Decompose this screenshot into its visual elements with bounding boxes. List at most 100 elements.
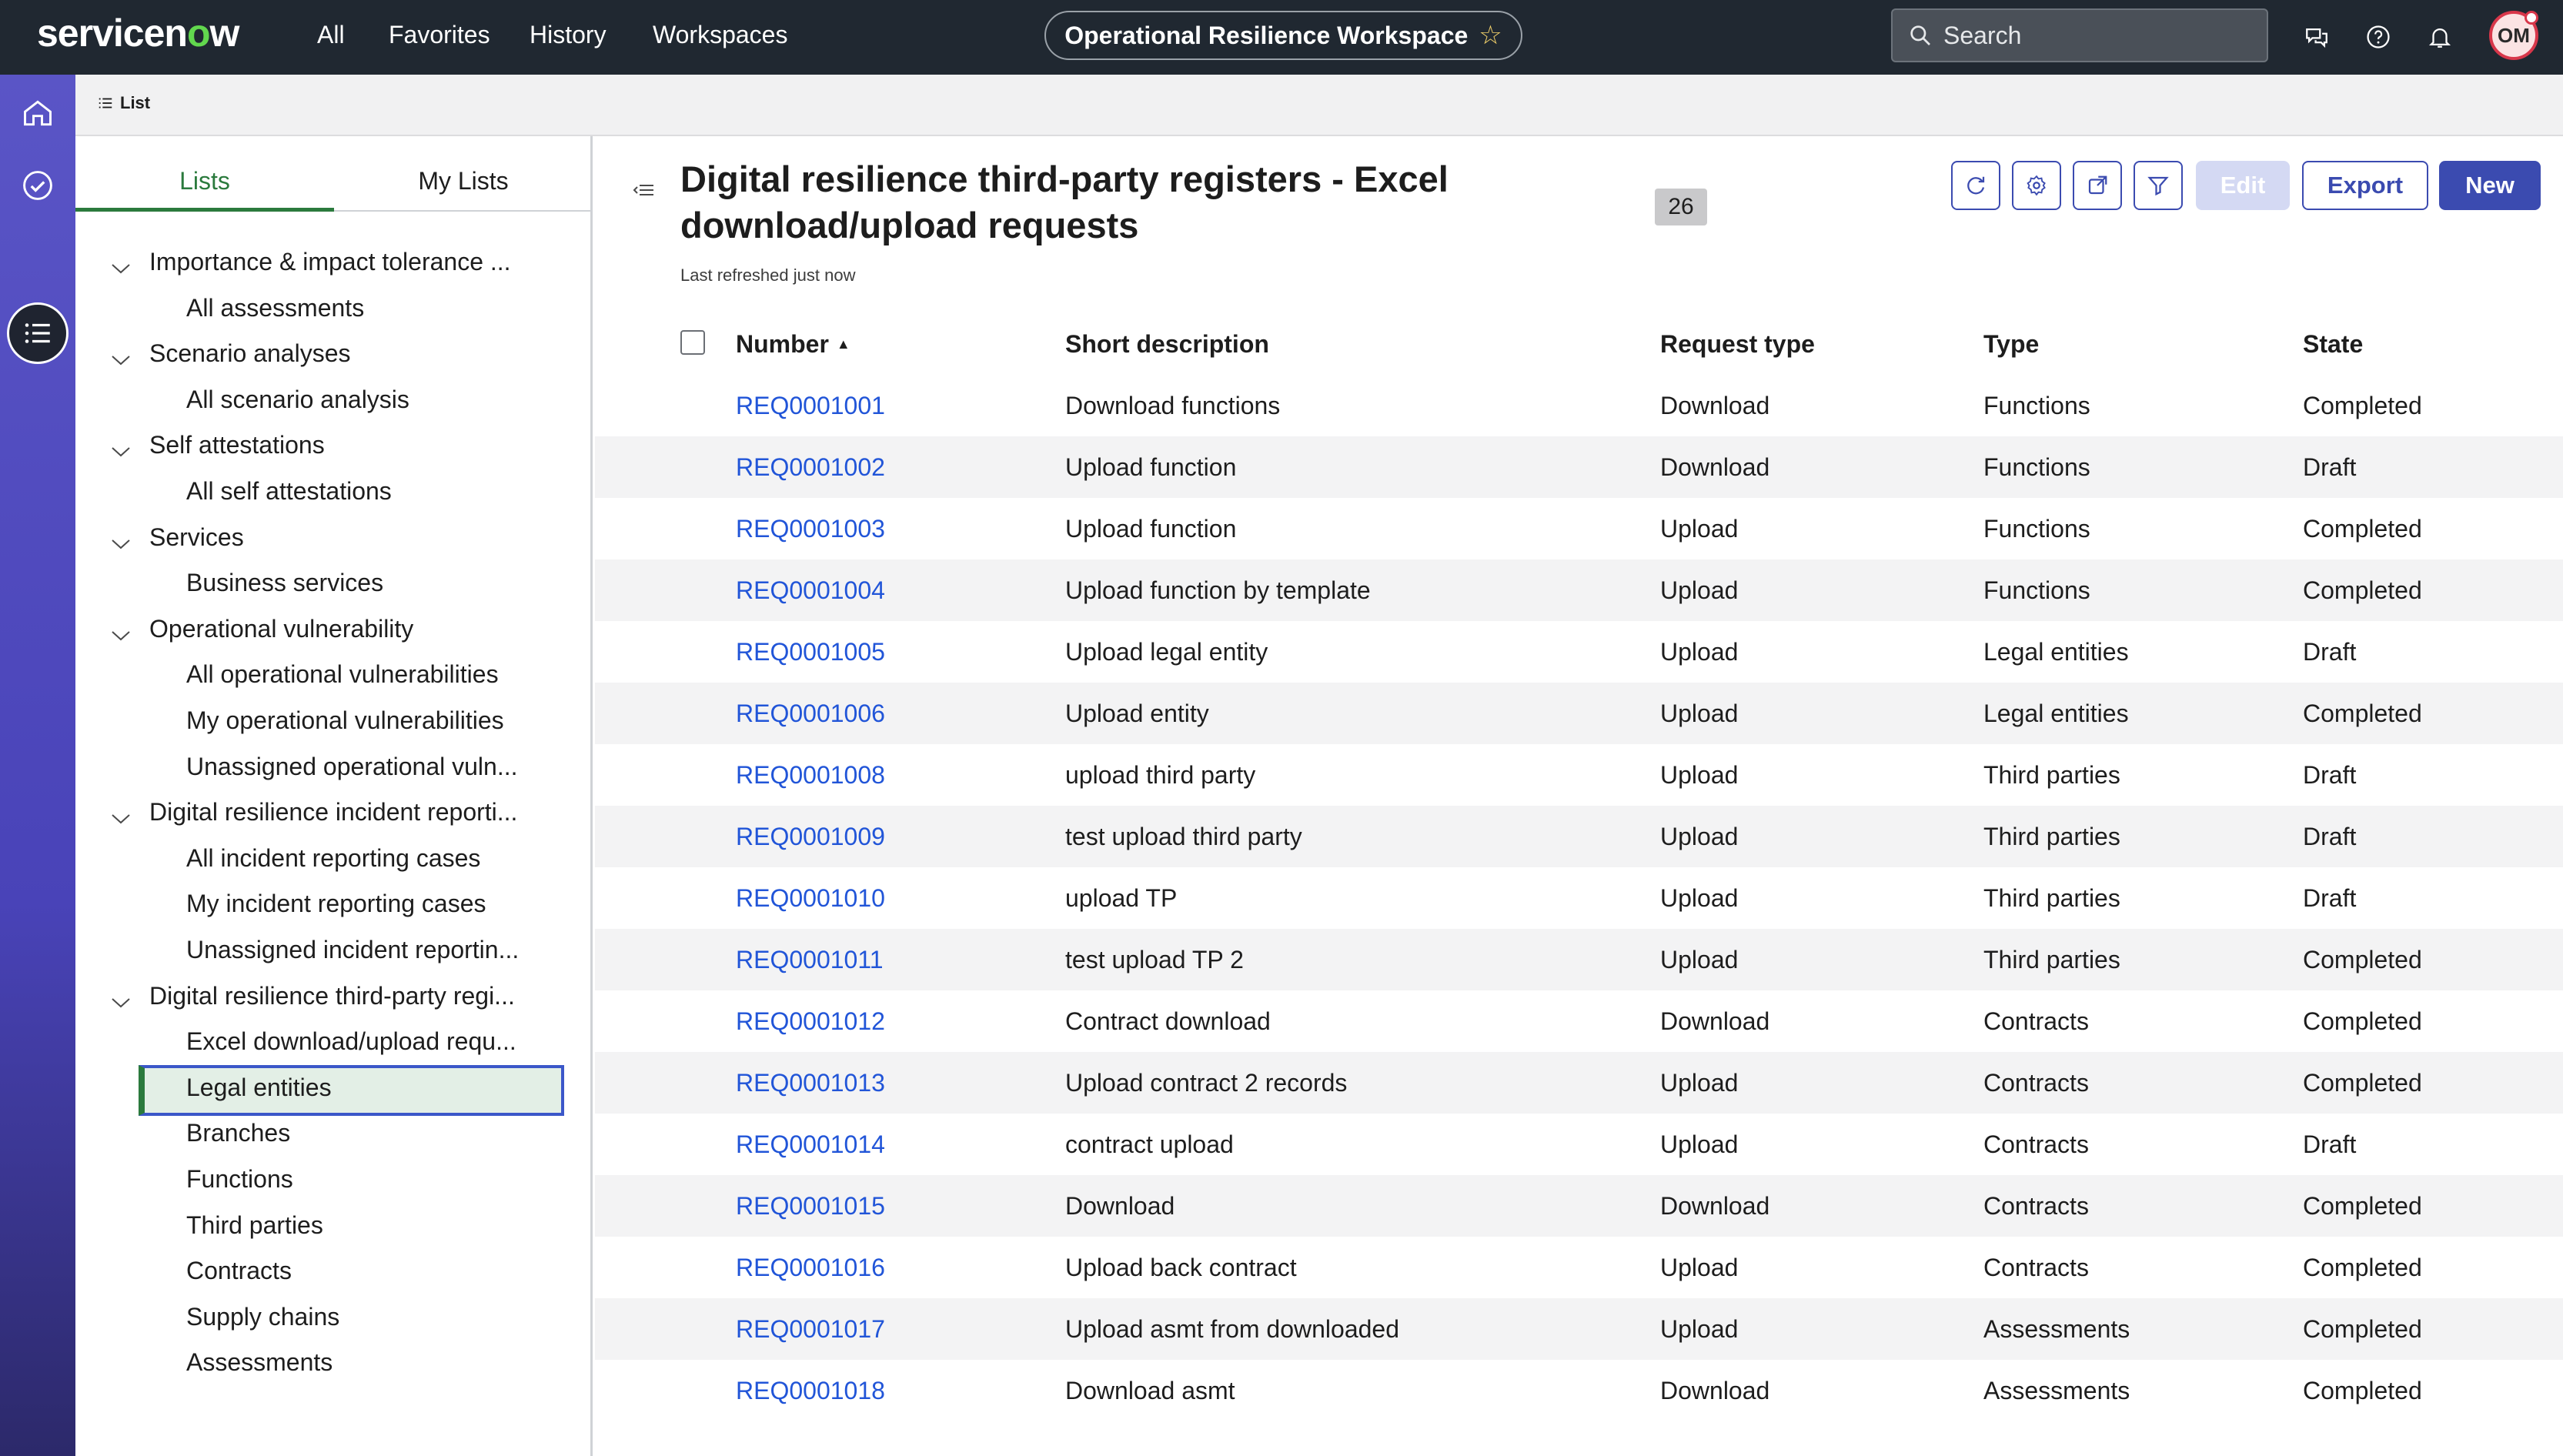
record-number-link[interactable]: REQ0001018 (736, 1377, 885, 1404)
tree-item[interactable]: All assessments (75, 285, 590, 331)
table-row[interactable]: REQ0001005 Upload legal entity Upload Legal… (595, 621, 2563, 683)
tree-item[interactable]: Excel download/upload requ... (75, 1018, 590, 1064)
tree-item[interactable]: Unassigned incident reportin... (75, 927, 590, 973)
record-number-link[interactable]: REQ0001014 (736, 1130, 885, 1158)
record-number-link[interactable]: REQ0001013 (736, 1069, 885, 1097)
nav-all[interactable]: All (317, 21, 345, 48)
breadcrumb[interactable]: List (97, 93, 150, 113)
table-row[interactable]: REQ0001008 upload third party Upload Third … (595, 744, 2563, 806)
column-header-short-description[interactable]: Short description (1065, 330, 1269, 358)
tree-item[interactable]: Supply chains (75, 1294, 590, 1340)
table-row[interactable]: REQ0001001 Download functions Download Func… (595, 375, 2563, 436)
help-icon[interactable] (2363, 22, 2394, 52)
record-number-link[interactable]: REQ0001016 (736, 1254, 885, 1281)
list-icon (99, 98, 112, 109)
chat-icon[interactable] (2301, 22, 2332, 52)
chevron-down-icon[interactable] (111, 344, 131, 372)
cell-request-type: Upload (1660, 823, 1739, 850)
tree-item[interactable]: All incident reporting cases (75, 835, 590, 881)
table-row[interactable]: REQ0001004 Upload function by template Upl… (595, 559, 2563, 621)
open-in-new-button[interactable] (2073, 161, 2122, 210)
record-number-link[interactable]: REQ0001004 (736, 576, 885, 604)
record-number-link[interactable]: REQ0001011 (736, 946, 884, 973)
record-number-link[interactable]: REQ0001010 (736, 884, 885, 912)
new-button[interactable]: New (2439, 161, 2541, 210)
tree-group[interactable]: Operational vulnerability (75, 606, 590, 652)
column-header-request-type[interactable]: Request type (1660, 330, 1815, 358)
list-view-icon[interactable] (7, 302, 69, 364)
table-row[interactable]: REQ0001018 Download asmt Download Assessmen… (595, 1360, 2563, 1421)
nav-history[interactable]: History (530, 21, 606, 48)
tab-lists[interactable]: Lists (179, 167, 230, 195)
global-search-input[interactable]: Search (1891, 8, 2268, 62)
table-row[interactable]: REQ0001009 test upload third party Upload T… (595, 806, 2563, 867)
tree-group[interactable]: Digital resilience incident reporti... (75, 789, 590, 835)
record-number-link[interactable]: REQ0001005 (736, 638, 885, 666)
table-row[interactable]: REQ0001010 upload TP Upload Third parties Dr… (595, 867, 2563, 929)
tree-item[interactable]: My operational vulnerabilities (75, 697, 590, 743)
nav-favorites[interactable]: Favorites (389, 21, 490, 48)
table-row[interactable]: REQ0001015 Download Download Contracts Compl… (595, 1175, 2563, 1237)
record-number-link[interactable]: REQ0001017 (736, 1315, 885, 1343)
record-number-link[interactable]: REQ0001015 (736, 1192, 885, 1220)
tree-item[interactable]: All scenario analysis (75, 376, 590, 422)
record-number-link[interactable]: REQ0001006 (736, 700, 885, 727)
tree-item[interactable]: All self attestations (75, 468, 590, 514)
tree-item[interactable]: Functions (75, 1156, 590, 1202)
record-number-link[interactable]: REQ0001002 (736, 453, 885, 481)
record-number-link[interactable]: REQ0001008 (736, 761, 885, 789)
user-avatar[interactable]: OM (2489, 11, 2538, 60)
table-row[interactable]: REQ0001003 Upload function Upload Functions… (595, 498, 2563, 559)
tree-item[interactable]: Unassigned operational vuln... (75, 743, 590, 790)
tree-group[interactable]: Scenario analyses (75, 330, 590, 376)
notifications-bell-icon[interactable] (2424, 22, 2455, 52)
chevron-down-icon[interactable] (111, 252, 131, 281)
table-row[interactable]: REQ0001011 test upload TP 2 Upload Third pa… (595, 929, 2563, 990)
tree-group[interactable]: Self attestations (75, 422, 590, 468)
table-row[interactable]: REQ0001002 Upload function Download Functio… (595, 436, 2563, 498)
table-row[interactable]: REQ0001016 Upload back contract Upload Cont… (595, 1237, 2563, 1298)
workspace-title-pill[interactable]: Operational Resilience Workspace ☆ (1044, 11, 1522, 60)
tree-group[interactable]: Services (75, 514, 590, 560)
tree-item[interactable]: Business services (75, 559, 590, 606)
column-header-type[interactable]: Type (1983, 330, 2040, 358)
chevron-down-icon[interactable] (111, 436, 131, 464)
tab-my-lists[interactable]: My Lists (418, 167, 509, 195)
chevron-down-icon[interactable] (111, 619, 131, 648)
check-circle-icon[interactable] (16, 164, 59, 207)
table-row[interactable]: REQ0001017 Upload asmt from downloaded Upl… (595, 1298, 2563, 1360)
record-number-link[interactable]: REQ0001001 (736, 392, 885, 419)
tree-item[interactable]: All operational vulnerabilities (75, 651, 590, 697)
chevron-down-icon[interactable] (111, 803, 131, 831)
collapse-sidebar-icon[interactable] (632, 181, 655, 203)
tree-item[interactable]: My incident reporting cases (75, 880, 590, 927)
export-button[interactable]: Export (2302, 161, 2428, 210)
tree-item[interactable]: Contracts (75, 1247, 590, 1294)
table-row[interactable]: REQ0001014 contract upload Upload Contracts… (595, 1114, 2563, 1175)
chevron-down-icon[interactable] (111, 528, 131, 556)
select-all-checkbox[interactable] (680, 330, 705, 355)
tree-item[interactable]: Legal entities (75, 1064, 590, 1110)
filter-button[interactable] (2134, 161, 2183, 210)
tree-group[interactable]: Digital resilience third-party regi... (75, 973, 590, 1019)
tree-item[interactable]: Assessments (75, 1339, 590, 1385)
tree-item[interactable]: Third parties (75, 1202, 590, 1248)
servicenow-logo[interactable]: servicenow (37, 12, 239, 55)
nav-workspaces[interactable]: Workspaces (653, 21, 788, 48)
column-header-state[interactable]: State (2303, 330, 2364, 358)
table-row[interactable]: REQ0001006 Upload entity Upload Legal entit… (595, 683, 2563, 744)
chevron-down-icon[interactable] (111, 987, 131, 1015)
record-number-link[interactable]: REQ0001009 (736, 823, 885, 850)
edit-button[interactable]: Edit (2196, 161, 2290, 210)
table-row[interactable]: REQ0001012 Contract download Download Contr… (595, 990, 2563, 1052)
star-icon[interactable]: ☆ (1479, 21, 1502, 50)
column-header-number[interactable]: Number ▲ (736, 330, 850, 358)
settings-button[interactable] (2012, 161, 2061, 210)
tree-item[interactable]: Branches (75, 1110, 590, 1156)
refresh-button[interactable] (1951, 161, 2000, 210)
tree-group[interactable]: Importance & impact tolerance ... (75, 239, 590, 285)
record-number-link[interactable]: REQ0001003 (736, 515, 885, 543)
record-number-link[interactable]: REQ0001012 (736, 1007, 885, 1035)
home-icon[interactable] (16, 92, 59, 135)
table-row[interactable]: REQ0001013 Upload contract 2 records Uploa… (595, 1052, 2563, 1114)
